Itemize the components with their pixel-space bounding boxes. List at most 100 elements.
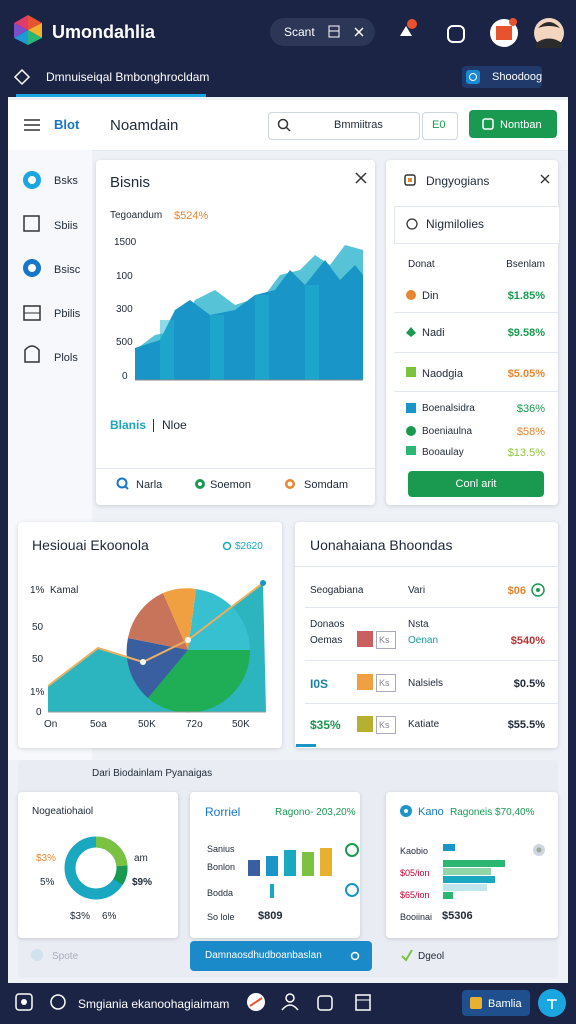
donut-card: [18, 792, 178, 938]
mini-hbars: [443, 844, 545, 899]
nav-icons[interactable]: [14, 992, 394, 1014]
x-label: On: [44, 719, 58, 730]
section-button[interactable]: Dgeol: [418, 951, 445, 962]
y-label: 0: [122, 371, 128, 382]
detail-tag: Ks: [379, 635, 390, 645]
search-pill[interactable]: [270, 18, 375, 46]
detail-mid: Katiate: [408, 719, 440, 730]
action-button-text[interactable]: Nontban: [500, 119, 542, 131]
y-label: 0: [36, 707, 42, 718]
sidebar-item[interactable]: Sbiis: [54, 220, 78, 232]
close-icon[interactable]: [540, 174, 550, 184]
side-card-button-text[interactable]: Conl arit: [455, 478, 497, 490]
bar-label: Bodda: [207, 888, 234, 898]
breadcrumb-button[interactable]: [462, 66, 542, 88]
legend-item: Blanis: [110, 418, 147, 432]
side-card-icon: [404, 174, 416, 186]
row-value: $36%: [516, 403, 545, 415]
sidebar-item[interactable]: Bsisc: [54, 264, 81, 276]
divider: [394, 391, 558, 392]
sidebar-item[interactable]: Bsks: [54, 175, 78, 187]
row-label: Boeniaulna: [422, 426, 473, 437]
overview-chart: [47, 580, 266, 713]
table-header: Bsenlam: [506, 259, 545, 270]
sidebar-item[interactable]: Pbilis: [54, 308, 81, 320]
link-icons: [116, 477, 295, 490]
side-card-button[interactable]: [408, 471, 544, 497]
nav-button-text[interactable]: Bamlia: [488, 998, 522, 1010]
detail-label: $35%: [310, 718, 341, 732]
primary-button[interactable]: [190, 941, 372, 971]
button-icon: [466, 70, 480, 84]
count-button-text[interactable]: E0: [432, 119, 446, 131]
card-icon: [400, 805, 412, 817]
app-title: Umondahlia: [52, 22, 156, 42]
divider: [394, 352, 558, 353]
sidebar-title: Blot: [54, 117, 80, 132]
detail-value: $55.5%: [507, 719, 545, 731]
card-link[interactable]: Soemon: [210, 479, 251, 491]
row-label: Boenalsidra: [422, 403, 475, 414]
sidebar-item[interactable]: Plols: [54, 352, 78, 364]
divider: [96, 468, 375, 469]
tag-box: [376, 674, 396, 692]
detail-mid: Vari: [408, 585, 426, 596]
row-value: $5.05%: [507, 368, 545, 380]
swatch: [357, 716, 373, 732]
row-icons: [406, 290, 416, 455]
x-label: 50K: [138, 719, 156, 730]
tag-box: [376, 716, 396, 734]
hbar-label: Kaobio: [400, 846, 429, 856]
button-icon: [401, 949, 413, 962]
divider: [305, 660, 558, 661]
count-button[interactable]: [422, 112, 458, 140]
top-icons[interactable]: [396, 18, 564, 50]
donut: [64, 836, 128, 900]
bar-total: $809: [258, 910, 283, 922]
y-label: 100: [116, 271, 133, 282]
hbar-label: $65/ion: [400, 890, 430, 900]
card-link[interactable]: Narla: [136, 479, 163, 491]
detail-tag: Ks: [379, 678, 390, 688]
bar-label: Bonlon: [207, 862, 236, 872]
overview-badge: $2620: [235, 541, 263, 552]
detail-mid: Nsta: [408, 619, 429, 630]
primary-button-text[interactable]: Damnaosdhudboanbaslan: [205, 950, 322, 961]
detail-sublabel: Oemas: [310, 635, 343, 646]
card-note: Ragono- 203,20%: [275, 807, 356, 818]
close-icon[interactable]: [355, 172, 367, 184]
detail-value: $0.5%: [513, 678, 545, 690]
overview-title: Hesiouai Ekoonola: [32, 537, 149, 553]
row-label: Nadi: [422, 327, 445, 339]
side-card-subtitle: Nigmilolies: [426, 217, 485, 231]
table-header: Donat: [408, 259, 435, 270]
search-placeholder[interactable]: Bmmiitras: [334, 119, 383, 131]
y-label: Kamal: [50, 585, 79, 596]
mini-bars: [248, 843, 359, 898]
menu-icon[interactable]: [24, 119, 40, 131]
row-label: Booaulay: [422, 447, 464, 458]
y-label: 1%: [30, 585, 45, 596]
row-value: $9.58%: [507, 327, 545, 339]
section-button[interactable]: Spote: [52, 951, 79, 962]
y-label: 500: [116, 337, 133, 348]
search-icons: [328, 25, 364, 38]
card-note: Ragoneis $70,40%: [450, 807, 535, 818]
breadcrumb-button-text[interactable]: Shoodoog: [492, 71, 543, 83]
divider: [305, 703, 558, 704]
card-title: Nogeatiohaiol: [32, 806, 94, 817]
fab[interactable]: [537, 988, 567, 1018]
card-link[interactable]: Somdam: [304, 479, 349, 491]
card-subtitle-value: $524%: [174, 210, 209, 222]
search-text[interactable]: Scant: [284, 25, 315, 39]
area-chart: [135, 245, 363, 381]
legend-item: Nloe: [162, 418, 187, 432]
row-value: $58%: [516, 426, 545, 438]
row-value: $13.5%: [507, 447, 545, 459]
search-box[interactable]: [268, 112, 420, 140]
x-label: 72o: [186, 719, 203, 730]
detail-label: Donaos: [310, 619, 345, 630]
row-label: Din: [422, 290, 439, 302]
